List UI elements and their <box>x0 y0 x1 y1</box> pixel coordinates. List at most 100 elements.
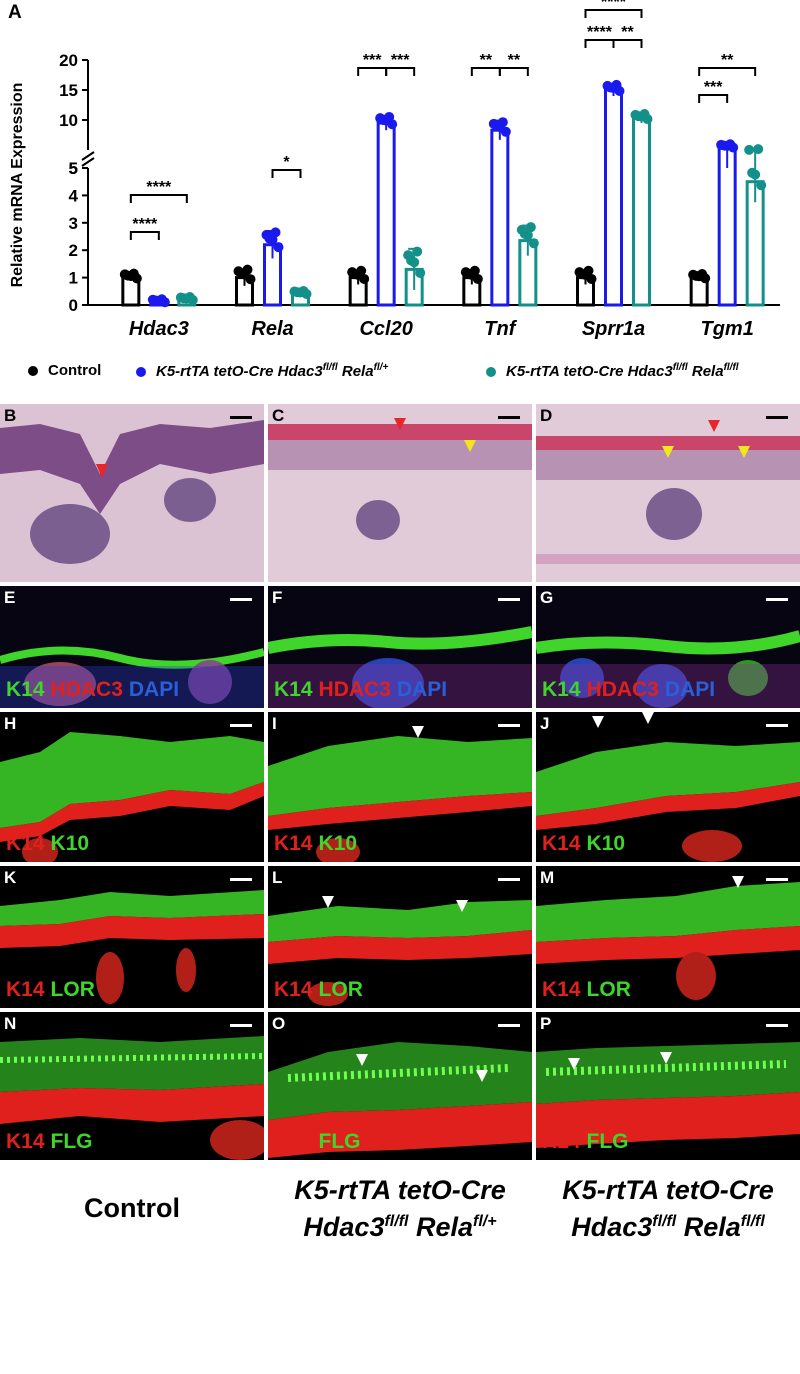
axis-break-mark <box>81 151 95 161</box>
panel-label-i: I <box>272 714 277 733</box>
data-point <box>412 246 423 257</box>
data-point <box>415 267 426 278</box>
panel-b-he-control: B <box>0 404 264 582</box>
scale-bar <box>498 878 520 881</box>
panel-label-g: G <box>540 588 554 607</box>
scale-bar <box>230 878 252 881</box>
scale-bar <box>766 1024 788 1027</box>
data-point <box>525 222 536 233</box>
data-point <box>472 273 483 284</box>
data-point <box>187 295 198 306</box>
x-tick-label-tnf: Tnf <box>484 318 517 340</box>
bar-sprr1a-1 <box>604 88 623 307</box>
data-point <box>270 227 281 238</box>
significance-label: **** <box>587 24 613 41</box>
significance-bracket <box>129 194 188 203</box>
stain-legend: K14 FLG <box>6 1130 93 1153</box>
data-point <box>614 86 625 97</box>
data-point <box>642 114 653 125</box>
panel-k-lor-control: K K14 LOR <box>0 866 264 1008</box>
x-tick-label-hdac3: Hdac3 <box>129 318 189 340</box>
stain-legend: K14 LOR <box>542 978 631 1001</box>
bar-tgm1-1 <box>717 145 737 307</box>
scale-bar <box>766 724 788 727</box>
scale-bar <box>498 416 520 419</box>
significance-label: ** <box>480 52 493 69</box>
y-tick-label: 20 <box>59 51 78 70</box>
scale-bar <box>230 416 252 419</box>
significance-bracket <box>612 39 643 48</box>
data-point <box>753 144 764 155</box>
significance-bracket <box>498 67 529 76</box>
significance-bracket <box>584 9 643 18</box>
stain-legend: K14 K10 <box>274 832 358 855</box>
significance-bracket <box>129 231 160 240</box>
bar-sprr1a-2 <box>632 116 651 307</box>
x-tick-label-tgm1: Tgm1 <box>700 318 753 340</box>
significance-label: ** <box>621 24 634 41</box>
scale-bar <box>230 724 252 727</box>
y-axis-label: Relative mRNA Expression <box>9 83 26 288</box>
stain-legend: K14 FLG <box>274 1130 361 1153</box>
stain-legend: K14 K10 <box>542 832 626 855</box>
y-tick-label: 0 <box>69 296 78 315</box>
x-tick-label-sprr1a: Sprr1a <box>582 318 645 340</box>
y-tick-label: 5 <box>69 159 78 178</box>
column-label-ko: K5-rtTA tetO-Cre Hdac3fl/fl Relafl/fl <box>562 1175 774 1242</box>
significance-label: *** <box>391 52 410 69</box>
significance-bracket <box>357 67 388 76</box>
legend-dot-het <box>136 367 146 378</box>
panel-d-he-ko: D <box>536 404 800 582</box>
panel-j-k10-ko: J K14 K10 <box>536 712 800 862</box>
data-point <box>528 238 539 249</box>
panel-e-hdac3-control: E K14 HDAC3 DAPI <box>0 586 264 708</box>
data-point <box>245 274 256 285</box>
stain-legend: K14 HDAC3 DAPI <box>274 678 448 701</box>
significance-label: **** <box>146 179 172 196</box>
panel-label-j: J <box>540 714 550 733</box>
x-tick-label-rela: Rela <box>251 318 293 340</box>
stain-legend: K14 HDAC3 DAPI <box>542 678 716 701</box>
chart-legend: Control K5-rtTA tetO-Cre Hdac3fl/fl Rela… <box>10 360 790 384</box>
data-point <box>583 265 594 276</box>
y-tick-label: 10 <box>59 111 78 130</box>
data-point <box>159 297 170 308</box>
x-tick-label-ccl20: Ccl20 <box>359 318 412 340</box>
legend-item-control: Control <box>28 362 101 379</box>
panel-m-lor-ko: M K14 LOR <box>536 866 800 1008</box>
significance-label: **** <box>601 0 627 11</box>
legend-item-ko: K5-rtTA tetO-Cre Hdac3fl/fl Relafl/fl <box>486 362 739 380</box>
panel-f-hdac3-het: F K14 HDAC3 DAPI <box>268 586 532 708</box>
data-point <box>700 273 711 284</box>
data-point <box>522 230 533 241</box>
significance-bracket <box>385 67 416 76</box>
stain-legend: K14 LOR <box>6 978 95 1001</box>
panel-l-lor-het: L K14 LOR <box>268 866 532 1008</box>
scale-bar <box>498 598 520 601</box>
significance-label: **** <box>132 216 158 233</box>
data-point <box>586 273 597 284</box>
panel-i-k10-het: I K14 K10 <box>268 712 532 862</box>
panel-o-flg-het: O K14 FLG <box>268 1012 532 1160</box>
scale-bar <box>498 1024 520 1027</box>
stain-legend: K14 FLG <box>542 1130 629 1153</box>
panel-label-f: F <box>272 588 283 607</box>
scale-bar <box>766 598 788 601</box>
significance-label: * <box>283 154 290 171</box>
qpcr-bar-chart: Relative mRNA Expression0123455101520Hda… <box>9 0 780 340</box>
column-label-het: K5-rtTA tetO-Cre Hdac3fl/fl Relafl/+ <box>294 1175 506 1242</box>
panel-g-hdac3-ko: G K14 HDAC3 DAPI <box>536 586 800 708</box>
stain-legend: K14 HDAC3 DAPI <box>6 678 180 701</box>
data-point <box>387 119 398 130</box>
scale-bar <box>766 878 788 881</box>
bar-tnf-1 <box>490 128 510 307</box>
significance-bracket <box>698 94 729 103</box>
significance-label: ** <box>721 52 734 69</box>
panel-label-d: D <box>540 406 553 425</box>
legend-item-het: K5-rtTA tetO-Cre Hdac3fl/fl Relafl/+ <box>136 362 388 380</box>
data-point <box>744 144 755 155</box>
legend-dot-ko <box>486 367 496 378</box>
data-point <box>242 264 253 275</box>
figure-label-a: A <box>8 2 22 23</box>
significance-label: *** <box>363 52 382 69</box>
